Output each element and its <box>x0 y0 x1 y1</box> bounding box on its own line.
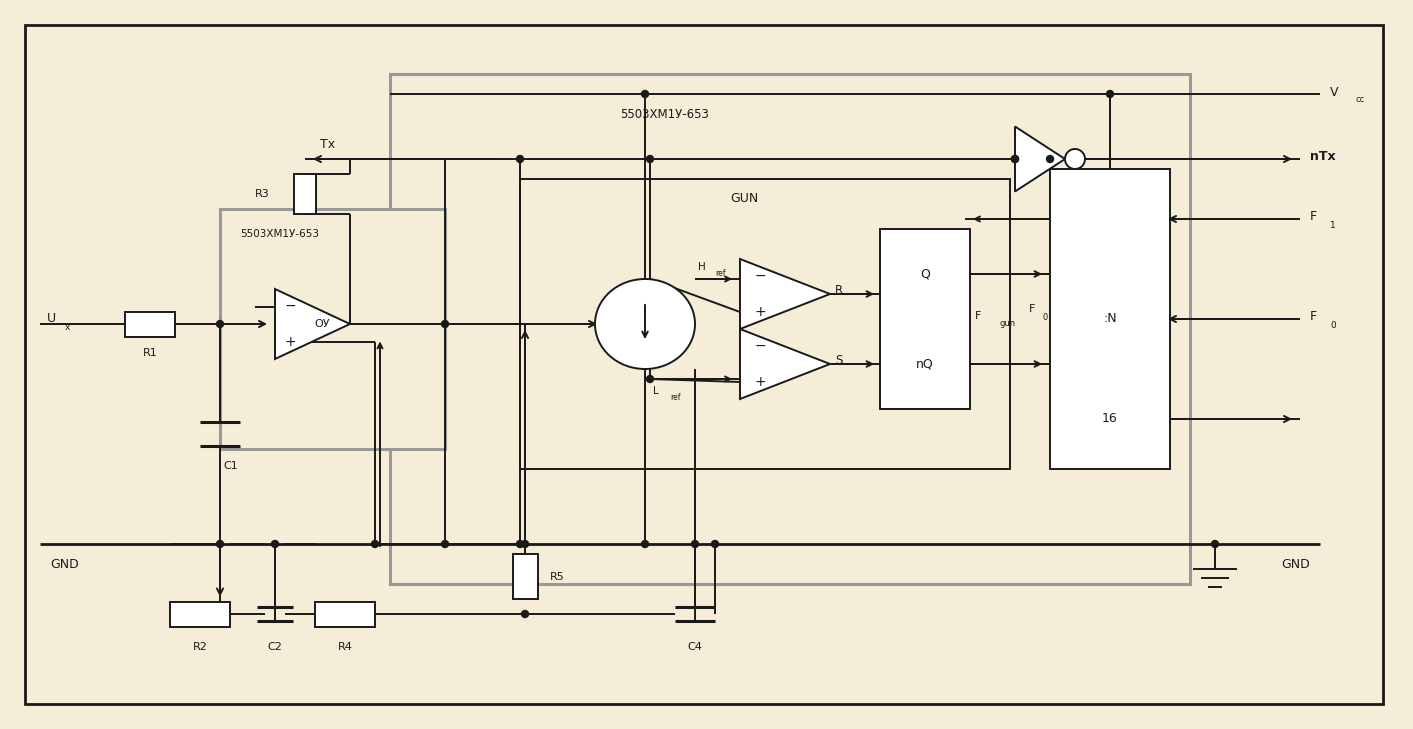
Text: 5503ХМ1У-653: 5503ХМ1У-653 <box>620 107 709 120</box>
Text: S: S <box>835 354 842 367</box>
Circle shape <box>271 540 278 547</box>
Bar <box>220 209 445 449</box>
Text: :N: :N <box>1104 313 1116 326</box>
Circle shape <box>216 321 223 327</box>
Text: −: − <box>755 339 767 353</box>
Text: C4: C4 <box>688 642 702 652</box>
Polygon shape <box>276 289 350 359</box>
Text: ref: ref <box>670 392 681 402</box>
Bar <box>390 74 1190 584</box>
Text: F: F <box>975 311 982 321</box>
Text: 0: 0 <box>1330 321 1335 330</box>
Circle shape <box>521 610 528 617</box>
Text: −: − <box>755 269 767 283</box>
Text: GND: GND <box>1282 558 1310 571</box>
Text: F: F <box>1310 311 1317 324</box>
Text: F: F <box>1310 211 1317 224</box>
Text: +: + <box>285 335 297 349</box>
Bar <box>520 179 1010 469</box>
Circle shape <box>441 540 448 547</box>
Bar <box>124 311 175 337</box>
Circle shape <box>1047 155 1054 163</box>
Text: 16: 16 <box>1102 413 1118 426</box>
Circle shape <box>1012 155 1019 163</box>
Text: +: + <box>755 375 767 389</box>
Circle shape <box>642 90 649 98</box>
Polygon shape <box>740 329 829 399</box>
Circle shape <box>1012 155 1019 163</box>
Text: U: U <box>47 313 57 326</box>
Text: nTx: nTx <box>1310 150 1335 163</box>
Text: R3: R3 <box>256 189 270 199</box>
Bar <box>170 601 230 626</box>
Text: R1: R1 <box>143 348 157 359</box>
Text: 0: 0 <box>1043 313 1048 321</box>
Polygon shape <box>1015 127 1065 192</box>
Circle shape <box>372 540 379 547</box>
Ellipse shape <box>595 279 695 369</box>
Text: R: R <box>835 284 844 297</box>
Text: R2: R2 <box>192 642 208 652</box>
Bar <box>315 601 374 626</box>
Text: 5503ХМ1У-653: 5503ХМ1У-653 <box>240 229 319 239</box>
Text: C2: C2 <box>267 642 283 652</box>
Bar <box>294 174 317 214</box>
Circle shape <box>1106 90 1113 98</box>
Text: Tx: Tx <box>319 138 335 150</box>
Text: V: V <box>1330 85 1338 98</box>
Bar <box>1050 169 1170 469</box>
Text: −: − <box>285 299 297 313</box>
Circle shape <box>517 540 523 547</box>
Text: Q: Q <box>920 268 930 281</box>
Text: 1: 1 <box>1330 220 1335 230</box>
Circle shape <box>517 155 523 163</box>
Circle shape <box>647 375 653 383</box>
Bar <box>513 554 537 599</box>
Circle shape <box>1065 149 1085 169</box>
Text: GUN: GUN <box>731 192 759 206</box>
Text: L: L <box>653 386 658 396</box>
Text: H: H <box>698 262 705 272</box>
Text: nQ: nQ <box>916 357 934 370</box>
Circle shape <box>647 155 653 163</box>
Circle shape <box>712 540 718 547</box>
Text: R4: R4 <box>338 642 352 652</box>
Text: cc: cc <box>1355 95 1364 104</box>
Text: ОУ: ОУ <box>315 319 331 329</box>
Text: gun: gun <box>1000 319 1016 329</box>
Circle shape <box>521 540 528 547</box>
Text: R5: R5 <box>550 572 565 582</box>
Circle shape <box>441 321 448 327</box>
Text: ref: ref <box>715 270 725 278</box>
Circle shape <box>691 540 698 547</box>
Polygon shape <box>740 259 829 329</box>
Text: GND: GND <box>49 558 79 571</box>
Circle shape <box>216 540 223 547</box>
Circle shape <box>1211 540 1218 547</box>
Text: F: F <box>1029 304 1034 314</box>
Text: x: x <box>65 322 71 332</box>
Text: C1: C1 <box>223 461 237 471</box>
Bar <box>880 229 969 409</box>
Circle shape <box>642 540 649 547</box>
Text: +: + <box>755 305 767 319</box>
